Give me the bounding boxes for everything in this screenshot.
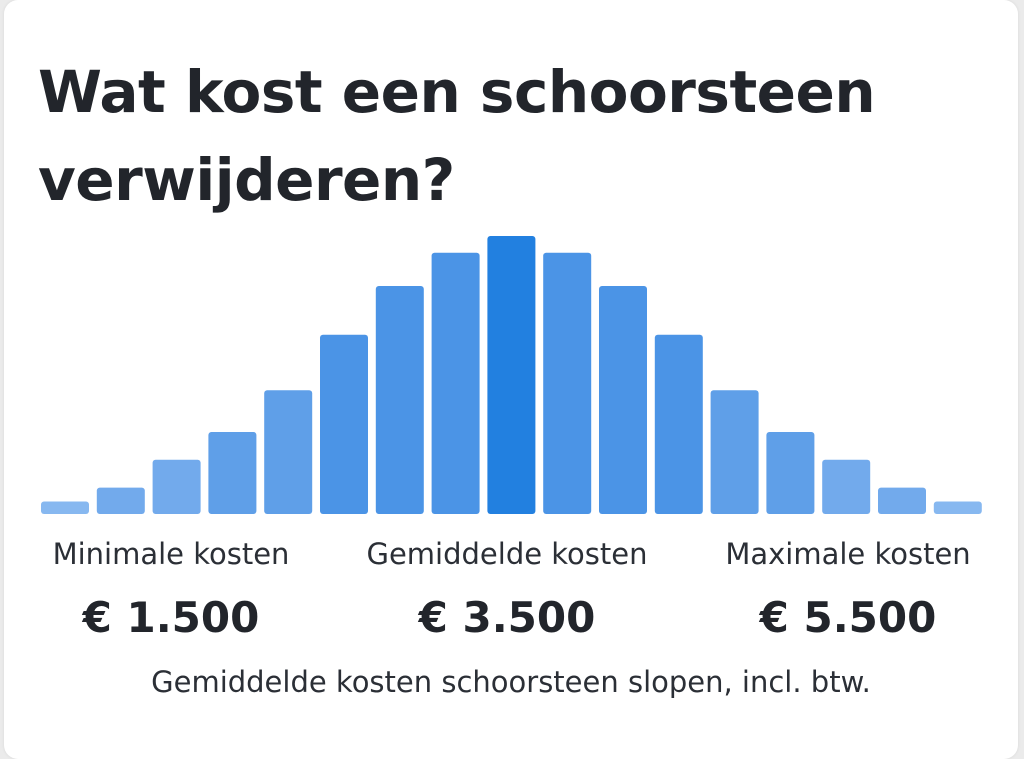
min-cost-label: Minimale kosten — [52, 537, 290, 571]
chart-bar-1 — [41, 501, 89, 514]
avg-cost-value: € 3.500 — [418, 593, 596, 642]
chart-bar-3 — [152, 459, 201, 514]
chart-bar-6 — [320, 334, 368, 514]
chart-bar-12 — [654, 334, 703, 514]
min-cost-value: € 1.500 — [82, 593, 260, 642]
chart-bar-7 — [375, 286, 424, 514]
max-cost-label: Maximale kosten — [725, 537, 971, 571]
chart-bar-5 — [264, 390, 313, 514]
page-title: Wat kost een schoorsteen verwijderen? — [38, 58, 876, 214]
chart-bar-2 — [96, 487, 145, 514]
chart-bar-9 — [487, 236, 536, 514]
avg-cost-label: Gemiddelde kosten — [366, 537, 648, 571]
max-cost-value: € 5.500 — [759, 593, 937, 642]
cost-card: Wat kost een schoorsteen verwijderen? Mi… — [4, 0, 1018, 759]
chart-bar-13 — [710, 390, 759, 514]
chart-bar-10 — [543, 252, 592, 514]
chart-bar-8 — [431, 252, 480, 514]
chart-bar-11 — [599, 286, 647, 514]
chart-caption: Gemiddelde kosten schoorsteen slopen, in… — [151, 665, 871, 699]
chart-bar-14 — [766, 432, 815, 514]
chart-bar-17 — [933, 501, 982, 514]
chart-bar-15 — [822, 459, 871, 514]
cost-distribution-chart — [41, 236, 982, 514]
chart-bar-16 — [878, 487, 926, 514]
chart-bar-4 — [208, 432, 257, 514]
